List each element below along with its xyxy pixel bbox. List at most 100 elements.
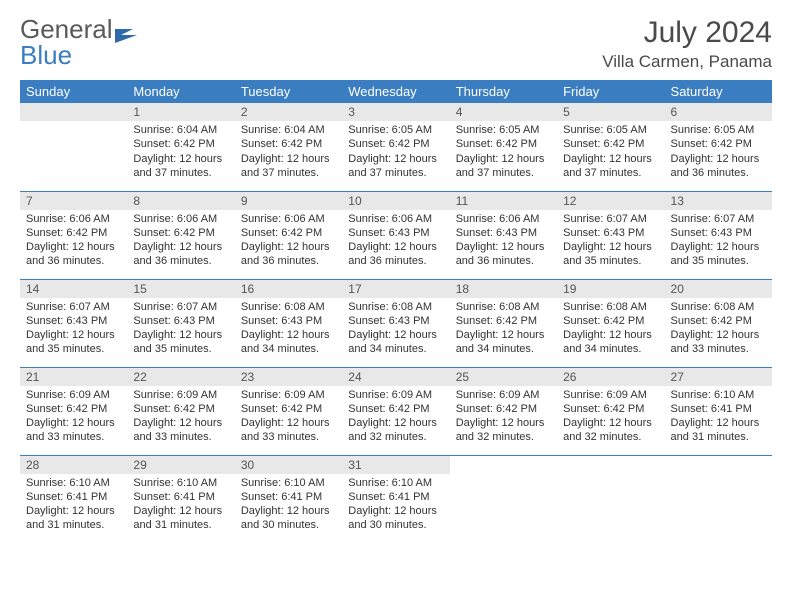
day-number: 10 (342, 192, 449, 210)
day-details: Sunrise: 6:10 AMSunset: 6:41 PMDaylight:… (665, 386, 772, 449)
day-details: Sunrise: 6:07 AMSunset: 6:43 PMDaylight:… (557, 210, 664, 273)
sunrise-line: Sunrise: 6:07 AM (563, 212, 658, 226)
daylight-line: Daylight: 12 hours and 33 minutes. (133, 416, 228, 445)
day-details: Sunrise: 6:08 AMSunset: 6:42 PMDaylight:… (450, 298, 557, 361)
calendar-cell: 3Sunrise: 6:05 AMSunset: 6:42 PMDaylight… (342, 103, 449, 191)
sunrise-line: Sunrise: 6:06 AM (26, 212, 121, 226)
day-number: 22 (127, 368, 234, 386)
calendar-week-row: 28Sunrise: 6:10 AMSunset: 6:41 PMDayligh… (20, 455, 772, 543)
sunrise-line: Sunrise: 6:10 AM (671, 388, 766, 402)
empty-day-header (20, 103, 127, 121)
calendar-week-row: 1Sunrise: 6:04 AMSunset: 6:42 PMDaylight… (20, 103, 772, 191)
sunset-line: Sunset: 6:42 PM (26, 402, 121, 416)
day-details: Sunrise: 6:08 AMSunset: 6:43 PMDaylight:… (342, 298, 449, 361)
sunrise-line: Sunrise: 6:07 AM (26, 300, 121, 314)
day-details: Sunrise: 6:06 AMSunset: 6:42 PMDaylight:… (20, 210, 127, 273)
day-details: Sunrise: 6:05 AMSunset: 6:42 PMDaylight:… (342, 121, 449, 184)
calendar-cell: 31Sunrise: 6:10 AMSunset: 6:41 PMDayligh… (342, 455, 449, 543)
daylight-line: Daylight: 12 hours and 33 minutes. (241, 416, 336, 445)
day-number: 14 (20, 280, 127, 298)
day-details: Sunrise: 6:10 AMSunset: 6:41 PMDaylight:… (127, 474, 234, 537)
sunrise-line: Sunrise: 6:06 AM (241, 212, 336, 226)
calendar-cell (20, 103, 127, 191)
day-number: 2 (235, 103, 342, 121)
day-details: Sunrise: 6:08 AMSunset: 6:42 PMDaylight:… (665, 298, 772, 361)
calendar-cell: 9Sunrise: 6:06 AMSunset: 6:42 PMDaylight… (235, 191, 342, 279)
sunrise-line: Sunrise: 6:09 AM (563, 388, 658, 402)
day-number: 28 (20, 456, 127, 474)
weekday-header-row: Sunday Monday Tuesday Wednesday Thursday… (20, 80, 772, 103)
daylight-line: Daylight: 12 hours and 31 minutes. (671, 416, 766, 445)
logo-text-blue: Blue (20, 40, 72, 70)
day-number: 30 (235, 456, 342, 474)
calendar-cell: 29Sunrise: 6:10 AMSunset: 6:41 PMDayligh… (127, 455, 234, 543)
calendar-cell: 11Sunrise: 6:06 AMSunset: 6:43 PMDayligh… (450, 191, 557, 279)
calendar-cell: 16Sunrise: 6:08 AMSunset: 6:43 PMDayligh… (235, 279, 342, 367)
sunrise-line: Sunrise: 6:10 AM (348, 476, 443, 490)
calendar-cell: 18Sunrise: 6:08 AMSunset: 6:42 PMDayligh… (450, 279, 557, 367)
daylight-line: Daylight: 12 hours and 35 minutes. (671, 240, 766, 269)
weekday-header: Saturday (665, 80, 772, 103)
sunset-line: Sunset: 6:41 PM (348, 490, 443, 504)
sunset-line: Sunset: 6:42 PM (26, 226, 121, 240)
day-number: 5 (557, 103, 664, 121)
day-details: Sunrise: 6:10 AMSunset: 6:41 PMDaylight:… (235, 474, 342, 537)
logo-flag-icon (115, 22, 139, 40)
sunrise-line: Sunrise: 6:08 AM (348, 300, 443, 314)
daylight-line: Daylight: 12 hours and 34 minutes. (241, 328, 336, 357)
sunrise-line: Sunrise: 6:06 AM (133, 212, 228, 226)
sunrise-line: Sunrise: 6:09 AM (26, 388, 121, 402)
calendar-cell: 22Sunrise: 6:09 AMSunset: 6:42 PMDayligh… (127, 367, 234, 455)
day-number: 29 (127, 456, 234, 474)
day-number: 7 (20, 192, 127, 210)
day-details: Sunrise: 6:05 AMSunset: 6:42 PMDaylight:… (665, 121, 772, 184)
day-number: 31 (342, 456, 449, 474)
daylight-line: Daylight: 12 hours and 33 minutes. (26, 416, 121, 445)
sunset-line: Sunset: 6:43 PM (241, 314, 336, 328)
day-details: Sunrise: 6:09 AMSunset: 6:42 PMDaylight:… (235, 386, 342, 449)
daylight-line: Daylight: 12 hours and 32 minutes. (456, 416, 551, 445)
daylight-line: Daylight: 12 hours and 37 minutes. (241, 152, 336, 181)
day-number: 13 (665, 192, 772, 210)
sunrise-line: Sunrise: 6:09 AM (133, 388, 228, 402)
calendar-cell: 7Sunrise: 6:06 AMSunset: 6:42 PMDaylight… (20, 191, 127, 279)
sunrise-line: Sunrise: 6:10 AM (26, 476, 121, 490)
day-number: 20 (665, 280, 772, 298)
weekday-header: Monday (127, 80, 234, 103)
day-details: Sunrise: 6:09 AMSunset: 6:42 PMDaylight:… (557, 386, 664, 449)
daylight-line: Daylight: 12 hours and 36 minutes. (348, 240, 443, 269)
sunrise-line: Sunrise: 6:06 AM (456, 212, 551, 226)
daylight-line: Daylight: 12 hours and 35 minutes. (133, 328, 228, 357)
daylight-line: Daylight: 12 hours and 37 minutes. (133, 152, 228, 181)
day-number: 25 (450, 368, 557, 386)
daylight-line: Daylight: 12 hours and 36 minutes. (133, 240, 228, 269)
daylight-line: Daylight: 12 hours and 31 minutes. (26, 504, 121, 533)
sunset-line: Sunset: 6:42 PM (456, 137, 551, 151)
sunrise-line: Sunrise: 6:07 AM (133, 300, 228, 314)
day-details: Sunrise: 6:07 AMSunset: 6:43 PMDaylight:… (127, 298, 234, 361)
day-details: Sunrise: 6:09 AMSunset: 6:42 PMDaylight:… (20, 386, 127, 449)
calendar-cell: 26Sunrise: 6:09 AMSunset: 6:42 PMDayligh… (557, 367, 664, 455)
sunset-line: Sunset: 6:42 PM (563, 137, 658, 151)
calendar-cell: 17Sunrise: 6:08 AMSunset: 6:43 PMDayligh… (342, 279, 449, 367)
day-number: 9 (235, 192, 342, 210)
calendar-cell: 8Sunrise: 6:06 AMSunset: 6:42 PMDaylight… (127, 191, 234, 279)
day-number: 3 (342, 103, 449, 121)
daylight-line: Daylight: 12 hours and 34 minutes. (563, 328, 658, 357)
calendar-cell: 2Sunrise: 6:04 AMSunset: 6:42 PMDaylight… (235, 103, 342, 191)
calendar-cell: 21Sunrise: 6:09 AMSunset: 6:42 PMDayligh… (20, 367, 127, 455)
day-details: Sunrise: 6:09 AMSunset: 6:42 PMDaylight:… (342, 386, 449, 449)
daylight-line: Daylight: 12 hours and 36 minutes. (241, 240, 336, 269)
day-details: Sunrise: 6:04 AMSunset: 6:42 PMDaylight:… (235, 121, 342, 184)
title-block: July 2024 Villa Carmen, Panama (602, 16, 772, 72)
calendar-cell: 25Sunrise: 6:09 AMSunset: 6:42 PMDayligh… (450, 367, 557, 455)
daylight-line: Daylight: 12 hours and 36 minutes. (671, 152, 766, 181)
calendar-cell: 30Sunrise: 6:10 AMSunset: 6:41 PMDayligh… (235, 455, 342, 543)
sunset-line: Sunset: 6:42 PM (241, 226, 336, 240)
day-details: Sunrise: 6:05 AMSunset: 6:42 PMDaylight:… (450, 121, 557, 184)
sunset-line: Sunset: 6:43 PM (456, 226, 551, 240)
day-details: Sunrise: 6:09 AMSunset: 6:42 PMDaylight:… (127, 386, 234, 449)
day-details: Sunrise: 6:06 AMSunset: 6:42 PMDaylight:… (235, 210, 342, 273)
calendar-cell: 23Sunrise: 6:09 AMSunset: 6:42 PMDayligh… (235, 367, 342, 455)
sunrise-line: Sunrise: 6:09 AM (348, 388, 443, 402)
